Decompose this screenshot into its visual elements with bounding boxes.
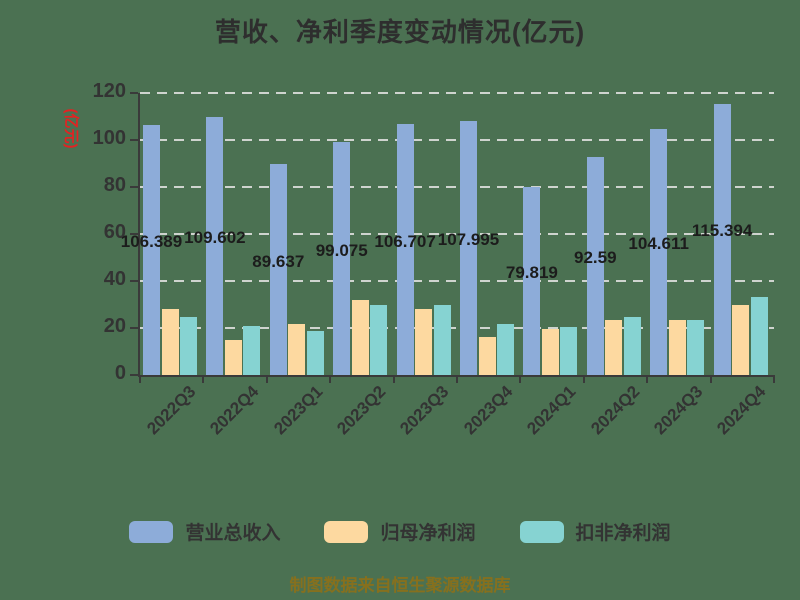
y-axis-unit-label: (亿元) [62,108,80,149]
data-source-note: 制图数据来自恒生聚源数据库 [289,576,511,595]
non-gaap-profit-bar-2023Q2 [370,304,388,375]
revenue-bar-2023Q4 [460,121,477,375]
gridline-40 [140,280,774,282]
non-gaap-profit-bar-2024Q1 [560,327,578,375]
y-tick-label: 20 [103,315,126,337]
bar-value-label: 99.075 [315,240,368,260]
bar-value-label: 79.819 [505,263,558,283]
gridline-20 [140,327,774,329]
revenue-bar-2024Q3 [650,129,668,375]
x-tick [519,375,522,383]
y-tick-100 [130,139,138,141]
bar-value-label: 106.389 [120,231,183,251]
revenue-bar-2023Q1 [269,164,287,375]
revenue-bar-2023Q2 [333,142,351,375]
net-profit-bar-2023Q3 [415,309,433,375]
gridline-100 [140,139,774,141]
bar-value-label: 109.602 [184,228,246,248]
revenue-bar-2023Q3 [396,124,414,375]
legend-swatch-icon [129,520,174,543]
non-gaap-profit-bar-2024Q3 [687,320,705,375]
non-gaap-profit-bar-2024Q4 [750,297,768,375]
y-tick-label: 120 [92,80,126,102]
revenue-bar-2022Q4 [206,117,224,375]
legend-label: 营业总收入 [185,523,281,544]
y-tick-120 [130,92,138,94]
legend: 营业总收入 归母净利润 扣非净利润 [0,518,800,545]
y-tick-40 [130,280,138,282]
non-gaap-profit-bar-2023Q4 [497,324,514,375]
y-tick-80 [130,186,138,188]
net-profit-bar-2022Q3 [161,309,179,375]
x-tick [456,375,458,383]
non-gaap-profit-bar-2022Q4 [243,325,261,375]
revenue-bar-2024Q2 [586,157,604,375]
legend-swatch-icon [324,520,369,543]
x-tick [265,375,268,383]
net-profit-bar-2024Q1 [541,328,559,375]
y-tick-20 [130,327,138,329]
x-tick [392,375,395,383]
bar-value-label: 92.59 [574,248,617,268]
net-profit-bar-2023Q2 [351,299,369,375]
y-tick-label: 100 [92,127,126,149]
net-profit-bar-2024Q4 [732,304,750,375]
x-tick [773,375,775,383]
x-tick [646,375,649,383]
gridline-120 [140,92,774,94]
y-tick-label: 60 [103,221,126,243]
bar-value-label: 89.637 [252,251,305,271]
non-gaap-profit-bar-2022Q3 [180,316,197,375]
net-profit-bar-2024Q2 [605,319,623,375]
net-profit-bar-2023Q4 [478,336,496,375]
x-tick [139,375,141,383]
revenue-bar-2024Q4 [713,103,731,375]
legend-label: 扣非净利润 [575,523,671,544]
x-tick [709,375,712,383]
legend-label: 归母净利润 [380,523,476,544]
net-profit-bar-2023Q1 [288,324,306,375]
non-gaap-profit-bar-2023Q3 [433,304,451,375]
bar-value-label: 107.995 [437,230,500,250]
non-gaap-profit-bar-2023Q1 [306,331,324,375]
x-tick [329,375,332,383]
x-tick [582,375,585,383]
y-tick-label: 0 [114,362,126,384]
bar-value-label: 115.394 [691,221,753,241]
revenue-bar-2024Q1 [523,187,541,375]
y-tick-label: 40 [103,268,126,290]
gridline-80 [140,186,774,188]
legend-item: 归母净利润 [324,518,476,545]
net-profit-bar-2022Q4 [224,340,242,375]
non-gaap-profit-bar-2024Q2 [623,317,641,375]
y-tick-label: 80 [103,174,126,196]
net-profit-bar-2024Q3 [668,319,686,375]
bar-value-label: 104.611 [628,234,689,254]
gridline-60 [140,233,774,235]
legend-item: 营业总收入 [129,518,280,545]
legend-swatch-icon [519,520,564,543]
legend-item: 扣非净利润 [519,518,671,545]
y-tick-60 [130,233,138,235]
chart-title: 营收、净利季度变动情况(亿元) [214,17,586,47]
y-tick-0 [130,374,138,376]
plot-area: 0 20 40 60 80 100 120 106.389 2022Q3 109.602 2022Q… [93,80,775,438]
bar-value-label: 106.707 [374,231,436,251]
x-tick [202,375,205,383]
revenue-bar-2022Q3 [143,125,160,375]
